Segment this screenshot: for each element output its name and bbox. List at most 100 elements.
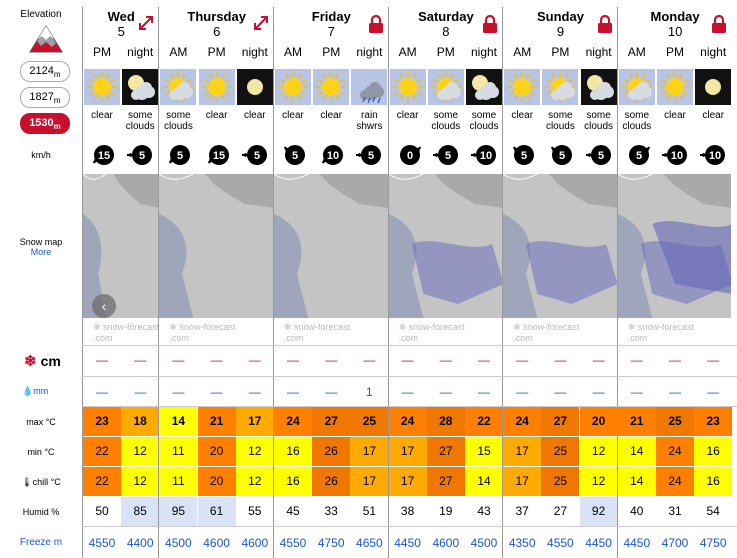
previous-arrow-button[interactable]: ‹: [92, 294, 116, 318]
weather-summary: clear: [282, 110, 304, 121]
watermark-logo-icon: ❄: [169, 322, 180, 332]
watermark: ❄ snow-forecast .com: [399, 322, 504, 343]
period-label: AM: [513, 45, 532, 59]
watermark-text: snow-forecast: [408, 322, 465, 332]
wind-arrow-icon: 10: [467, 143, 505, 167]
chill-temp: 17: [503, 467, 542, 496]
wind-arrow-icon: 5: [276, 143, 314, 167]
chill-temp: 12: [121, 467, 160, 496]
humidity: 50: [95, 504, 109, 518]
weather-icon-sun: [656, 69, 694, 105]
svg-text:5: 5: [445, 150, 451, 162]
wind-unit-label: km/h: [31, 150, 51, 160]
weather-summary: rain shwrs: [356, 110, 383, 132]
wind-arrow-icon: 5: [543, 143, 581, 167]
snowfall-value: —: [516, 353, 529, 367]
chill-temp: 11: [159, 467, 198, 496]
max-temp: 22: [465, 407, 503, 436]
rain-value: —: [630, 385, 643, 399]
rain-value: —: [134, 385, 147, 399]
svg-text:15: 15: [212, 150, 224, 162]
freeze-level: 4450: [394, 536, 421, 550]
max-temp-label: max °C: [26, 417, 56, 427]
watermark-domain: .com: [284, 333, 304, 343]
snow-map-more-link[interactable]: More: [30, 247, 52, 257]
period-label: AM: [627, 45, 646, 59]
chill-text: chill °C: [32, 477, 61, 487]
humidity: 51: [362, 504, 377, 518]
min-temp: 12: [121, 437, 160, 466]
snow-map-sunday[interactable]: [503, 174, 617, 318]
period-label: PM: [93, 45, 111, 59]
day-column-sunday: [502, 7, 618, 558]
humidity: 38: [400, 504, 415, 518]
expand-icon[interactable]: [252, 14, 272, 34]
day-date: 10: [667, 24, 683, 39]
snow-map-thursday[interactable]: [159, 174, 273, 318]
svg-text:5: 5: [139, 150, 145, 162]
weather-summary: clear: [396, 110, 419, 121]
wind-arrow-icon: 5: [161, 143, 199, 167]
rain-unit-label: 💧mm: [22, 386, 48, 397]
elevation-2124-button[interactable]: 2124m: [20, 61, 70, 82]
weather-icon-sun: [503, 69, 541, 105]
min-temp: 24: [656, 437, 694, 466]
day-date: 9: [556, 24, 565, 39]
max-temp: 21: [617, 407, 656, 436]
freeze-level: 4500: [470, 536, 498, 550]
period-label: night: [700, 45, 727, 59]
snow-map-monday[interactable]: [617, 174, 732, 318]
max-temp: 18: [121, 407, 160, 436]
min-temp: 17: [388, 437, 427, 466]
wind-arrow-icon: 0: [391, 143, 429, 167]
rain-value: —: [401, 385, 414, 399]
wind-arrow-icon: 5: [505, 143, 543, 167]
snow-row: [82, 345, 737, 375]
weather-summary: some clouds: [431, 110, 461, 132]
expand-icon[interactable]: [137, 14, 157, 34]
max-temp: 25: [656, 407, 694, 436]
max-temp: 23: [694, 407, 733, 436]
max-temp: 27: [312, 407, 351, 436]
elevation-1827-button[interactable]: 1827m: [20, 87, 70, 108]
humidity: 31: [668, 504, 682, 518]
rain-value: —: [554, 385, 567, 399]
freeze-level: 4450: [623, 536, 651, 550]
weather-icon-sun: [198, 69, 236, 105]
min-temp: 17: [503, 437, 542, 466]
weather-summary: some clouds: [545, 110, 575, 132]
weather-summary: clear: [511, 110, 534, 121]
lock-icon[interactable]: [367, 14, 387, 34]
chill-temp: 20: [197, 467, 236, 496]
snow-map-wed[interactable]: [83, 174, 159, 318]
watermark: ❄ snow-forecast .com: [169, 322, 274, 343]
svg-text:5: 5: [177, 150, 183, 162]
svg-text:5: 5: [636, 150, 642, 162]
freeze-label: Freeze m: [19, 537, 63, 548]
raindrop-icon: 💧: [22, 386, 34, 396]
snowfall-value: —: [630, 353, 643, 367]
elevation-1530-button[interactable]: 1530m: [20, 113, 70, 134]
thermometer-icon: 🌡: [21, 477, 33, 487]
weather-icon-sun-cloud: [159, 69, 197, 105]
humidity: 61: [197, 497, 236, 526]
day-column-thursday: [158, 7, 274, 558]
watermark-logo-icon: ❄: [284, 322, 295, 332]
min-temp: 11: [159, 437, 198, 466]
period-label: night: [241, 45, 268, 59]
lock-icon[interactable]: [481, 14, 501, 34]
day-date: 5: [117, 24, 125, 39]
min-temp: 26: [312, 437, 351, 466]
day-column-monday: [616, 7, 733, 558]
snow-map-friday[interactable]: [274, 174, 388, 318]
lock-icon[interactable]: [596, 14, 616, 34]
snow-map-saturday[interactable]: [388, 174, 503, 318]
min-temp: 14: [617, 437, 656, 466]
weather-icon-sun: [389, 69, 427, 105]
wind-arrow-icon: 5: [352, 143, 390, 167]
svg-text:10: 10: [480, 150, 492, 162]
chill-temp: 24: [656, 467, 694, 496]
min-temp: 22: [83, 437, 121, 466]
snowfall-value: —: [325, 353, 338, 367]
lock-icon[interactable]: [710, 14, 730, 34]
